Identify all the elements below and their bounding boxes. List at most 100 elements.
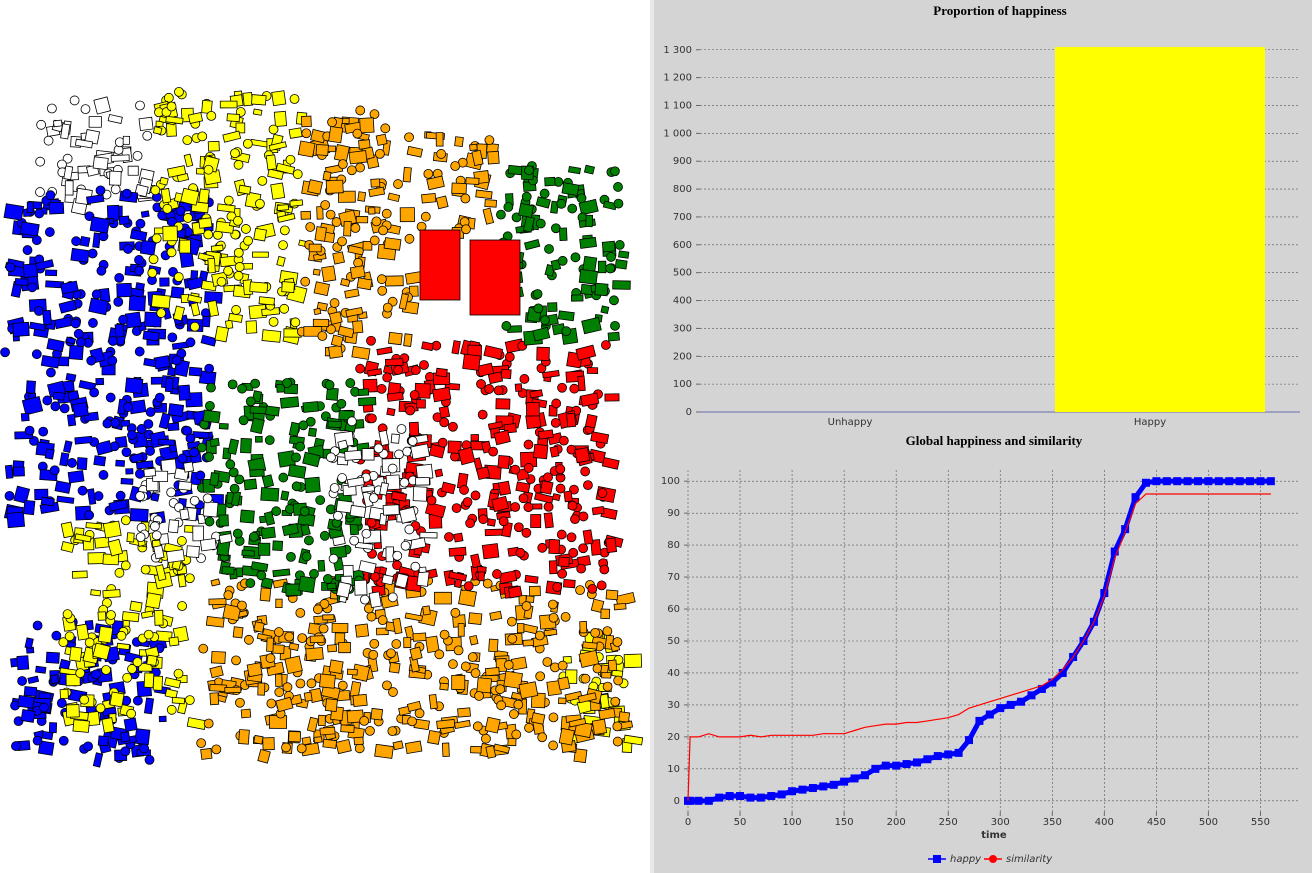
building (325, 179, 344, 194)
building-agent (488, 446, 499, 457)
y-tick-label: 80 (667, 540, 680, 551)
building-agent (556, 198, 567, 209)
building (226, 113, 241, 123)
building-agent (46, 367, 56, 378)
building (434, 591, 452, 605)
building (497, 455, 510, 469)
building (337, 439, 349, 451)
building-agent (140, 564, 151, 575)
building (227, 438, 240, 455)
building-agent (376, 274, 387, 285)
building-agent (387, 463, 398, 474)
x-tick-label: Unhappy (828, 417, 873, 428)
point-marker (1256, 477, 1265, 486)
building (547, 302, 558, 312)
building-agent (328, 553, 339, 564)
building (353, 736, 364, 746)
building-agent (231, 655, 241, 666)
building (258, 542, 271, 556)
point-marker (798, 785, 807, 794)
building (122, 135, 131, 145)
building (252, 251, 269, 258)
building (307, 427, 317, 437)
building-agent (51, 630, 62, 641)
building (578, 268, 599, 285)
building (428, 693, 438, 710)
building (115, 459, 126, 467)
building (319, 726, 336, 736)
building-agent (524, 722, 534, 733)
building-agent (189, 495, 200, 506)
building (470, 745, 482, 754)
point-marker (767, 792, 776, 801)
building (522, 639, 535, 647)
building-agent (177, 601, 188, 611)
building (289, 199, 304, 207)
building-agent (223, 195, 234, 206)
building-agent (555, 483, 566, 494)
building (187, 294, 203, 304)
building-agent (448, 421, 458, 432)
point-marker (756, 793, 765, 802)
building (476, 362, 495, 377)
building-agent (448, 659, 458, 669)
building (238, 184, 252, 195)
building-agent (69, 95, 80, 106)
building-agent (75, 668, 86, 679)
building-agent (450, 161, 461, 171)
point-marker (965, 736, 974, 745)
y-tick-label: 900 (673, 156, 692, 167)
building (250, 561, 269, 572)
building-agent (126, 708, 137, 719)
building-agent (451, 503, 462, 513)
building (422, 605, 431, 616)
building-agent (322, 574, 333, 584)
building-agent (245, 396, 256, 407)
building (488, 638, 499, 653)
building-agent (58, 637, 69, 648)
building-agent (145, 446, 156, 456)
building (368, 591, 382, 609)
building (532, 326, 551, 342)
building-agent (386, 648, 396, 659)
building (177, 480, 193, 491)
building-agent (98, 470, 109, 480)
building (428, 443, 446, 459)
building (316, 206, 324, 220)
building-agent (569, 383, 580, 394)
building (491, 495, 510, 513)
building (331, 622, 349, 634)
building-agent (552, 582, 563, 592)
building-agent (612, 721, 623, 732)
building-agent (108, 336, 118, 346)
building (536, 346, 550, 361)
building-agent (371, 216, 382, 227)
building (524, 574, 539, 584)
building-agent (369, 109, 380, 120)
building (338, 190, 356, 203)
building (398, 293, 409, 310)
building (580, 392, 600, 407)
building (327, 644, 338, 653)
building (441, 742, 450, 757)
building (551, 493, 561, 502)
building (451, 182, 467, 195)
building-agent (509, 709, 519, 719)
building (253, 621, 265, 633)
building (312, 268, 321, 276)
building (126, 532, 135, 543)
building (313, 736, 323, 744)
building (453, 532, 464, 543)
building-agent (301, 128, 312, 139)
building (366, 368, 383, 377)
building (107, 113, 123, 124)
building-agent (120, 515, 131, 526)
point-marker (850, 774, 859, 783)
building (284, 655, 303, 675)
building (516, 623, 525, 634)
building (65, 336, 77, 345)
building-agent (510, 502, 521, 512)
point-marker (1110, 547, 1119, 556)
building-agent (118, 314, 128, 325)
building (436, 718, 456, 730)
